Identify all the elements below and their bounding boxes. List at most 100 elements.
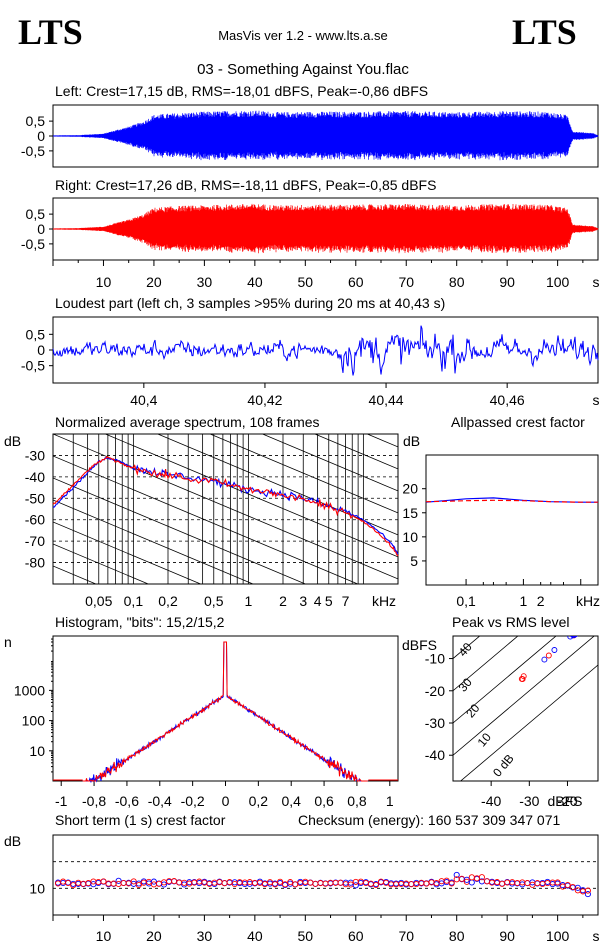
- diagonal-label: 0 dB: [490, 752, 517, 780]
- diagonal-label: 10: [475, 730, 495, 749]
- x-tick-label: 1: [244, 593, 252, 609]
- shortterm-point: [120, 879, 127, 887]
- peakrms-point: [579, 626, 584, 631]
- x-tick-label: -0,2: [181, 793, 205, 809]
- peakrms-point: [573, 629, 578, 634]
- x-tick-label: 70: [398, 274, 414, 290]
- peakrms-point: [573, 630, 578, 635]
- x-tick-label: 0: [222, 793, 230, 809]
- peakrms-point: [575, 629, 580, 634]
- peakrms-point: [573, 636, 578, 637]
- y-tick-label: 0: [37, 128, 45, 144]
- peakrms-point: [573, 636, 578, 637]
- shortterm-point: [408, 881, 415, 888]
- peakrms-point: [578, 626, 583, 631]
- y-unit-label: dBFS: [402, 637, 437, 653]
- shortterm-point: [115, 880, 122, 888]
- peakrms-point: [577, 627, 582, 632]
- x-tick-label: 90: [499, 274, 515, 290]
- shortterm-point: [160, 881, 168, 888]
- y-tick-label: -0,5: [21, 358, 45, 374]
- right-title: Right: Crest=17,26 dB, RMS=-18,11 dBFS, …: [55, 177, 436, 193]
- peakrms-point: [578, 626, 583, 631]
- shortterm-point: [478, 874, 485, 881]
- peakrms-point: [575, 628, 580, 633]
- x-tick-label: 100: [546, 928, 570, 944]
- peakrms-frame: [452, 635, 599, 782]
- shortterm-point: [80, 880, 87, 887]
- left-title: Left: Crest=17,15 dB, RMS=-18,01 dBFS, P…: [55, 83, 428, 99]
- peakrms-point: [581, 623, 586, 628]
- shortterm-point: [337, 879, 344, 886]
- histogram-frame: [52, 635, 399, 782]
- peakrms-point: [580, 624, 585, 629]
- shortterm-point: [292, 881, 299, 888]
- x-tick-label: 0,2: [249, 793, 269, 809]
- y-tick-label: 0: [37, 221, 45, 237]
- shortterm-point: [221, 880, 228, 887]
- x-tick-label: -0,4: [148, 793, 172, 809]
- shortterm-point: [312, 880, 319, 887]
- y-tick-label: -30: [425, 715, 445, 731]
- peakrms-point: [577, 626, 582, 631]
- peakrms-point: [572, 636, 576, 637]
- peakrms-point: [551, 647, 558, 653]
- x-tick-label: 5: [325, 593, 333, 609]
- y-tick-label: 10: [402, 529, 418, 545]
- file-title: 03 - Something Against You.flac: [197, 61, 409, 78]
- peakrms-point: [567, 636, 574, 640]
- x-tick-label: 40,4: [130, 392, 157, 408]
- x-unit-label: kHz: [372, 593, 396, 609]
- spectrum-series: [52, 456, 399, 555]
- peakrms-point: [578, 625, 583, 630]
- x-tick-label: 0,4: [281, 793, 301, 809]
- crest-frame: [425, 454, 599, 586]
- x-unit-label: kHz: [576, 593, 600, 609]
- peakrms-point: [575, 627, 580, 632]
- y-tick-label: -50: [25, 490, 45, 506]
- y-tick-label: -70: [25, 533, 45, 549]
- y-tick-label: -0,5: [21, 143, 45, 159]
- loudest-frame: [52, 316, 599, 384]
- peakrms-point: [575, 629, 580, 634]
- peakrms-point: [573, 636, 577, 637]
- peakrms-point: [574, 628, 579, 633]
- shortterm-point: [277, 878, 284, 885]
- logo-right: LTS: [512, 12, 577, 52]
- shortterm-point: [463, 876, 470, 883]
- shortterm-point: [155, 880, 163, 887]
- peakrms-point: [579, 626, 584, 631]
- peakrms-point: [575, 627, 580, 632]
- spectrum-series: [52, 455, 399, 557]
- peakrms-point: [573, 630, 578, 635]
- x-tick-label: 100: [546, 274, 570, 290]
- shortterm-point: [564, 881, 571, 889]
- y-unit-label: dB: [4, 833, 21, 849]
- logo-left: LTS: [18, 12, 83, 52]
- peakrms-point: [576, 626, 581, 631]
- peakrms-point: [577, 628, 582, 633]
- peakrms-point: [575, 630, 580, 635]
- x-tick-label: 0,8: [347, 793, 367, 809]
- x-tick-label: 40,44: [369, 392, 404, 408]
- shortterm-point: [448, 880, 455, 887]
- x-tick-label: 80: [449, 274, 465, 290]
- x-tick-label: 40: [247, 928, 263, 944]
- peakrms-point: [575, 630, 580, 635]
- shortterm-point: [176, 879, 183, 886]
- peakrms-point: [584, 621, 589, 626]
- y-tick-label: 0: [37, 342, 45, 358]
- peakrms-point: [574, 630, 579, 635]
- diagonal-label: 30: [456, 675, 476, 694]
- y-tick-label: -60: [25, 512, 45, 528]
- x-tick-label: -30: [519, 793, 539, 809]
- x-tick-label: 90: [499, 928, 515, 944]
- x-tick-label: 80: [449, 928, 465, 944]
- peakrms-point: [576, 627, 581, 632]
- peakrms-point: [580, 625, 585, 630]
- x-tick-label: 40,42: [247, 392, 282, 408]
- x-tick-label: 2: [537, 593, 545, 609]
- peakrms-point: [577, 626, 582, 631]
- peakrms-point: [580, 624, 585, 629]
